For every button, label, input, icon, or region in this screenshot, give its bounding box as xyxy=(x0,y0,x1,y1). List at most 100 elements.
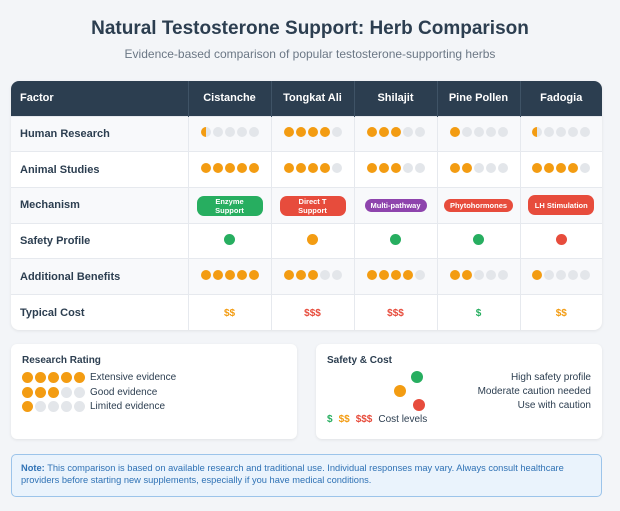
rating-dot xyxy=(35,401,46,412)
rating-dot xyxy=(200,127,211,138)
rating-dots xyxy=(449,127,508,138)
factor-label: Typical Cost xyxy=(11,293,189,331)
header-factor: Factor xyxy=(11,81,189,116)
legend-item: Good evidence xyxy=(22,387,157,398)
mechanism-badge: Multi-pathway xyxy=(364,198,427,212)
factor-label: Animal Studies xyxy=(11,151,189,188)
safety-legend-title: Safety & Cost xyxy=(327,355,393,366)
rating-dot xyxy=(402,127,413,138)
safety-legend-label: Use with caution xyxy=(517,400,591,411)
rating-dot xyxy=(48,401,59,412)
rating-dot xyxy=(378,163,389,174)
rating-dot xyxy=(449,127,460,138)
rating-dot xyxy=(35,387,46,398)
rating-dot xyxy=(532,270,543,281)
rating-dots xyxy=(449,163,508,174)
rating-dots xyxy=(200,127,259,138)
rating-dots xyxy=(200,270,259,281)
rating-dots xyxy=(532,127,591,138)
rating-dot xyxy=(283,127,294,138)
row-typical-cost: Typical Cost $$ $$$ $$$ $ $$ xyxy=(11,293,602,331)
mechanism-badge: LH Stimulation xyxy=(528,195,595,216)
rating-cell xyxy=(437,258,521,295)
rating-dot xyxy=(414,270,425,281)
rating-dot xyxy=(307,270,318,281)
rating-dot xyxy=(295,163,306,174)
rating-dot xyxy=(580,270,591,281)
row-mechanism: Mechanism Enzyme Support Direct T Suppor… xyxy=(11,186,602,224)
mechanism-badge: Phytohormones xyxy=(443,198,514,212)
cost-legend: $ $$ $$$ Cost levels xyxy=(327,414,427,425)
mechanism-cell: Multi-pathway xyxy=(354,186,438,224)
rating-dots xyxy=(22,387,85,398)
mechanism-cell: LH Stimulation xyxy=(520,186,602,224)
rating-dots xyxy=(22,372,85,383)
rating-dot xyxy=(461,270,472,281)
rating-dot xyxy=(248,127,259,138)
rating-dot xyxy=(224,163,235,174)
safety-indicator xyxy=(473,233,484,245)
safety-legend-label: High safety profile xyxy=(510,372,591,383)
mechanism-badge: Enzyme Support xyxy=(196,195,263,216)
rating-cell xyxy=(354,151,438,188)
rating-dot xyxy=(212,270,223,281)
legend-label: Good evidence xyxy=(90,387,158,398)
rating-dots xyxy=(532,270,591,281)
rating-dot xyxy=(307,163,318,174)
rating-dot xyxy=(366,270,377,281)
rating-cell xyxy=(437,151,521,188)
safety-indicator xyxy=(390,233,401,245)
cost-legend-label: Cost levels xyxy=(378,414,428,425)
rating-dot xyxy=(74,372,85,383)
row-animal-studies: Animal Studies xyxy=(11,151,602,188)
rating-dot xyxy=(449,270,460,281)
disclaimer-note: Note: This comparison is based on availa… xyxy=(11,454,602,497)
rating-dot xyxy=(390,163,401,174)
cost-symbol: $$ xyxy=(338,414,350,425)
rating-dot xyxy=(331,127,342,138)
row-additional-benefits: Additional Benefits xyxy=(11,258,602,295)
table-header-row: Factor Cistanche Tongkat Ali Shilajit Pi… xyxy=(11,81,602,116)
rating-cell xyxy=(188,151,272,188)
rating-dot xyxy=(544,163,555,174)
cost-label: $$ xyxy=(223,307,236,319)
rating-dot xyxy=(414,127,425,138)
factor-label: Additional Benefits xyxy=(11,258,189,295)
factor-label: Human Research xyxy=(11,115,189,152)
rating-dot xyxy=(556,127,567,138)
safety-legend-label: Moderate caution needed xyxy=(477,386,591,397)
rating-cell xyxy=(354,258,438,295)
rating-dot xyxy=(485,127,496,138)
rating-dot xyxy=(532,163,543,174)
mechanism-cell: Phytohormones xyxy=(437,186,521,224)
safety-indicator xyxy=(224,233,235,245)
cost-label: $$$ xyxy=(304,307,321,319)
rating-dot xyxy=(402,270,413,281)
page-subtitle: Evidence-based comparison of popular tes… xyxy=(124,47,496,61)
rating-dot xyxy=(319,270,330,281)
rating-dot xyxy=(248,163,259,174)
rating-dot xyxy=(461,163,472,174)
rating-dot xyxy=(473,163,484,174)
rating-dot xyxy=(283,270,294,281)
rating-dot xyxy=(414,163,425,174)
rating-dot xyxy=(568,270,579,281)
rating-dot xyxy=(35,372,46,383)
rating-cell xyxy=(437,115,521,152)
safety-cell xyxy=(520,222,602,259)
rating-dot xyxy=(319,127,330,138)
safety-indicator xyxy=(307,233,318,245)
rating-dot xyxy=(532,127,543,138)
rating-dot xyxy=(283,163,294,174)
rating-dot xyxy=(295,127,306,138)
cost-symbol: $$$ xyxy=(355,414,373,425)
rating-dot xyxy=(236,270,247,281)
rating-dot xyxy=(61,372,72,383)
rating-dot xyxy=(568,163,579,174)
header-pine-pollen: Pine Pollen xyxy=(437,81,521,116)
safety-indicator xyxy=(555,233,567,245)
rating-dot xyxy=(402,163,413,174)
mechanism-cell: Direct T Support xyxy=(271,186,355,224)
legend-item: Extensive evidence xyxy=(22,372,176,383)
note-text: This comparison is based on available re… xyxy=(21,463,564,485)
